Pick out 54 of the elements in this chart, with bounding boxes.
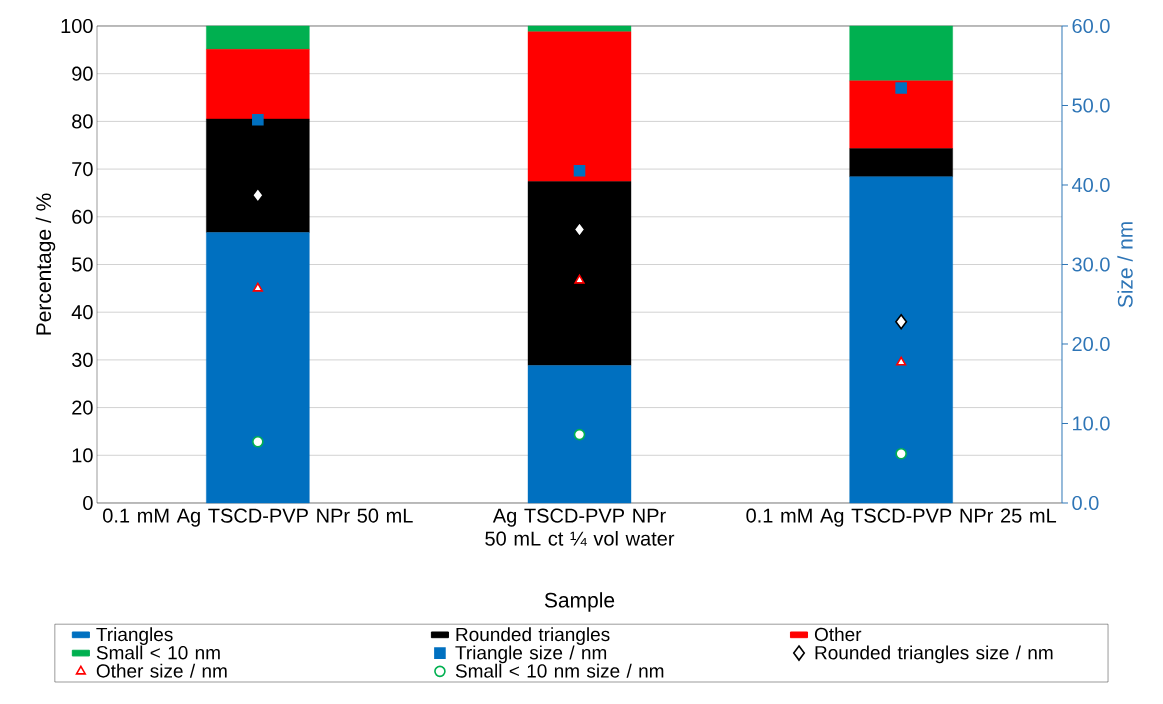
bar [849,80,953,149]
point [252,282,263,292]
legend-label: Rounded triangles size / nm [815,645,1053,664]
y2-axis-title: Size / nm [1117,222,1133,308]
y-tick-label: 40 [71,305,93,320]
bar [527,365,632,504]
point [895,82,907,94]
point [574,274,585,284]
bar [527,31,632,182]
y2-tick-label: 0.0 [1072,495,1099,511]
bar [206,232,310,504]
legend-label: Triangle size / nm [455,645,607,664]
point [895,447,907,460]
legend-label: Small < 10 nm [96,645,220,660]
bar [527,25,632,32]
y-tick-label: 0 [83,495,93,511]
x-tick-label: Ag TSCD-PVP NPr 50 mL ct ¼ vol water [485,508,675,546]
bar [849,176,953,504]
y2-tick-label: 40.0 [1071,177,1110,193]
legend-label: Other [814,627,862,642]
bar [849,148,953,177]
y-tick-label: 10 [72,448,93,463]
y-tick-label: 100 [61,18,93,34]
y2-tick-label: 10.0 [1073,416,1110,431]
y-tick-label: 90 [72,66,93,81]
point [252,114,264,126]
bar [527,181,632,366]
y2-tick-label: 60.0 [1072,18,1110,34]
bar [849,25,953,82]
y-tick-label: 60 [72,209,93,224]
point [573,428,586,441]
y2-tick-label: 50.0 [1072,98,1110,113]
y-tick-label: 20 [72,400,93,415]
legend-label: Rounded triangles [456,627,610,645]
y2-tick-label: 20.0 [1072,336,1110,352]
y-axis-title: Percentage / % [35,193,56,335]
bar [206,25,310,50]
point [573,164,586,177]
legend-label: Other size / nm [96,663,227,678]
point [252,435,264,448]
x-tick-label: 0.1 mM Ag TSCD-PVP NPr 25 mL [746,508,1057,527]
point [895,313,908,330]
y-tick-label: 30 [72,352,93,367]
y-tick-label: 80 [72,114,93,129]
bar [206,49,310,120]
point [896,356,907,366]
y-tick-label: 70 [72,162,93,177]
y-tick-label: 50 [72,257,93,272]
legend-label: Triangles [96,627,173,645]
bar [206,118,310,233]
x-axis-title: Sample [544,592,615,612]
y2-tick-label: 30.0 [1072,257,1110,272]
x-tick-label: 0.1 mM Ag TSCD-PVP NPr 50 mL [103,508,413,527]
legend-label: Small < 10 nm size / nm [455,663,664,678]
